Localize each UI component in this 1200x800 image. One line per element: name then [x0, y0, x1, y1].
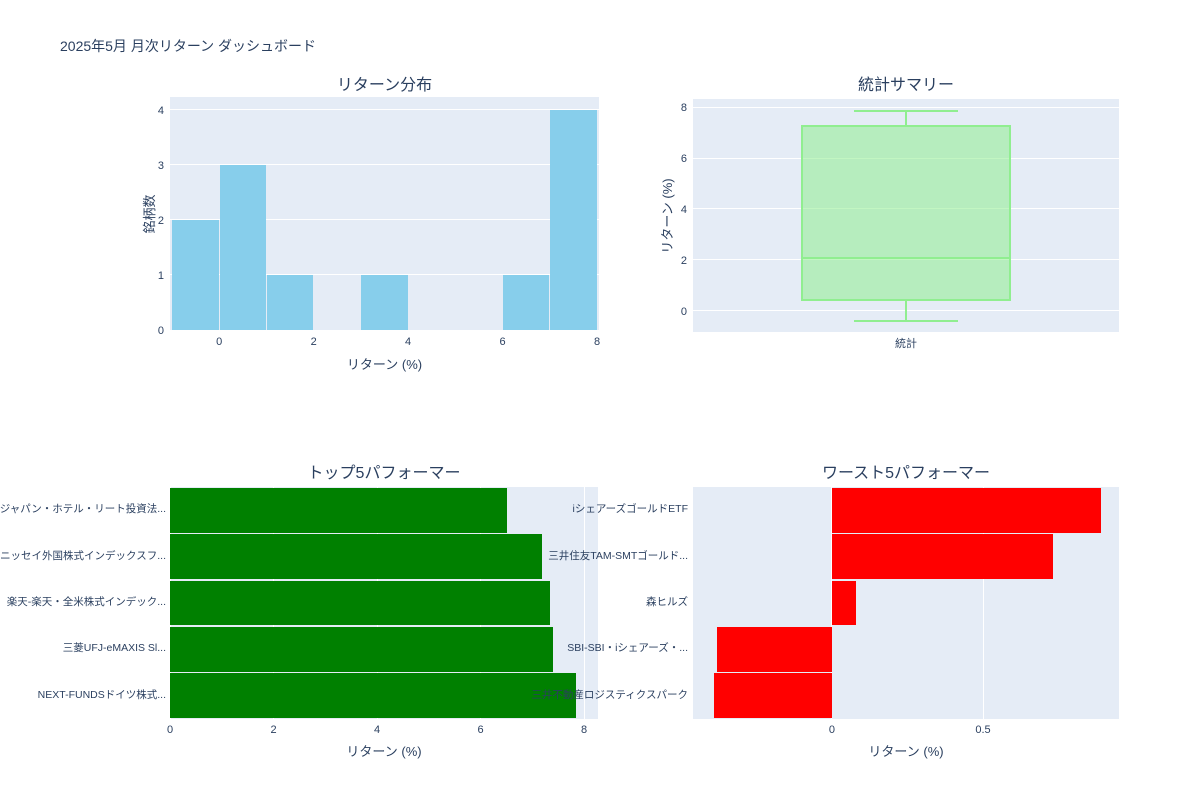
histogram-bar[interactable] [361, 274, 408, 330]
gridline [982, 487, 984, 719]
category-label: 三井不動産ロジスティクスパーク [531, 688, 688, 701]
worst5-bar[interactable] [717, 626, 832, 672]
worst5-bar[interactable] [714, 673, 832, 719]
gridline [693, 106, 1119, 108]
x-tick-label: 0 [216, 336, 223, 348]
gridline [170, 164, 599, 166]
worst5-plot-area[interactable] [693, 487, 1119, 719]
histogram-bar[interactable] [266, 274, 314, 330]
worst5-title: ワースト5パフォーマー [821, 465, 991, 482]
boxplot-plot-area[interactable] [693, 99, 1119, 332]
top5-bar[interactable] [170, 487, 508, 533]
y-tick-label: 1 [157, 269, 164, 282]
x-tick-label: 6 [499, 336, 506, 348]
box-upper-whisker-stem [905, 111, 907, 126]
x-tick-label: 2 [270, 724, 277, 736]
y-tick-label: 2 [680, 254, 687, 267]
worst5-bar[interactable] [831, 487, 1101, 533]
x-tick-label: 統計 [895, 338, 917, 350]
boxplot-title: 統計サマリー [857, 77, 954, 94]
x-tick-label: 6 [477, 724, 484, 736]
box-lower-whisker-cap [854, 320, 958, 323]
gridline [170, 219, 599, 221]
gridline [583, 487, 585, 719]
x-tick-label: 8 [580, 724, 588, 736]
y-tick-label: 0 [157, 325, 164, 337]
top5-bar[interactable] [170, 673, 576, 719]
category-label: iシェアーズゴールドETF [572, 503, 688, 516]
category-label: NEXT-FUNDSドイツ株式... [37, 688, 166, 701]
histogram-x-axis-title: リターン (%) [346, 357, 423, 372]
worst5-x-axis-title: リターン (%) [868, 744, 944, 759]
y-tick-label: 2 [157, 214, 164, 227]
histogram-title: リターン分布 [336, 77, 433, 94]
x-tick-label: 0 [828, 724, 836, 736]
category-label: 森ヒルズ [646, 596, 688, 608]
y-tick-label: 8 [680, 102, 687, 115]
category-label: ニッセイ外国株式インデックスフ... [0, 549, 166, 562]
x-tick-label: 0 [166, 724, 174, 736]
category-label: SBI-SBI・iシェアーズ・... [567, 642, 688, 655]
worst5-bar[interactable] [831, 534, 1053, 580]
category-label: ジャパン・ホテル・リート投資法... [0, 503, 166, 516]
histogram-plot-area[interactable] [170, 97, 599, 330]
histogram-bar[interactable] [219, 164, 266, 330]
top5-x-axis-title: リターン (%) [346, 744, 422, 759]
box-lower-whisker-stem [905, 300, 907, 322]
worst5-bar[interactable] [831, 580, 857, 626]
histogram-bar[interactable] [550, 109, 597, 330]
y-tick-label: 3 [157, 159, 164, 172]
page-title: 2025年5月 月次リターン ダッシュボード [60, 38, 317, 54]
top5-title: トップ5パフォーマー [307, 465, 461, 482]
top5-bar[interactable] [170, 580, 551, 626]
category-label: 三菱UFJ-eMAXIS Sl... [62, 642, 166, 655]
category-label: 三井住友TAM-SMTゴールド... [548, 549, 688, 562]
x-tick-label: 4 [373, 724, 381, 736]
top5-bar[interactable] [170, 626, 553, 672]
top5-bar[interactable] [170, 534, 542, 580]
top5-plot-area[interactable] [170, 487, 598, 719]
category-label: 楽天-楽天・全米株式インデック... [6, 596, 166, 608]
x-tick-label: 2 [310, 336, 317, 348]
x-tick-label: 8 [594, 336, 601, 348]
box-body[interactable] [801, 125, 1011, 301]
gridline [170, 109, 599, 111]
box-upper-whisker-cap [854, 110, 958, 113]
boxplot-y-axis-title: リターン (%) [660, 178, 676, 254]
y-tick-label: 4 [157, 104, 164, 117]
histogram-bar[interactable] [503, 274, 550, 330]
y-tick-label: 4 [680, 203, 687, 216]
histogram-bar[interactable] [172, 219, 219, 330]
y-tick-label: 6 [680, 153, 687, 165]
box-median-line [801, 256, 1011, 259]
x-tick-label: 0.5 [975, 724, 991, 736]
y-tick-label: 0 [680, 305, 687, 318]
x-tick-label: 4 [405, 336, 412, 348]
